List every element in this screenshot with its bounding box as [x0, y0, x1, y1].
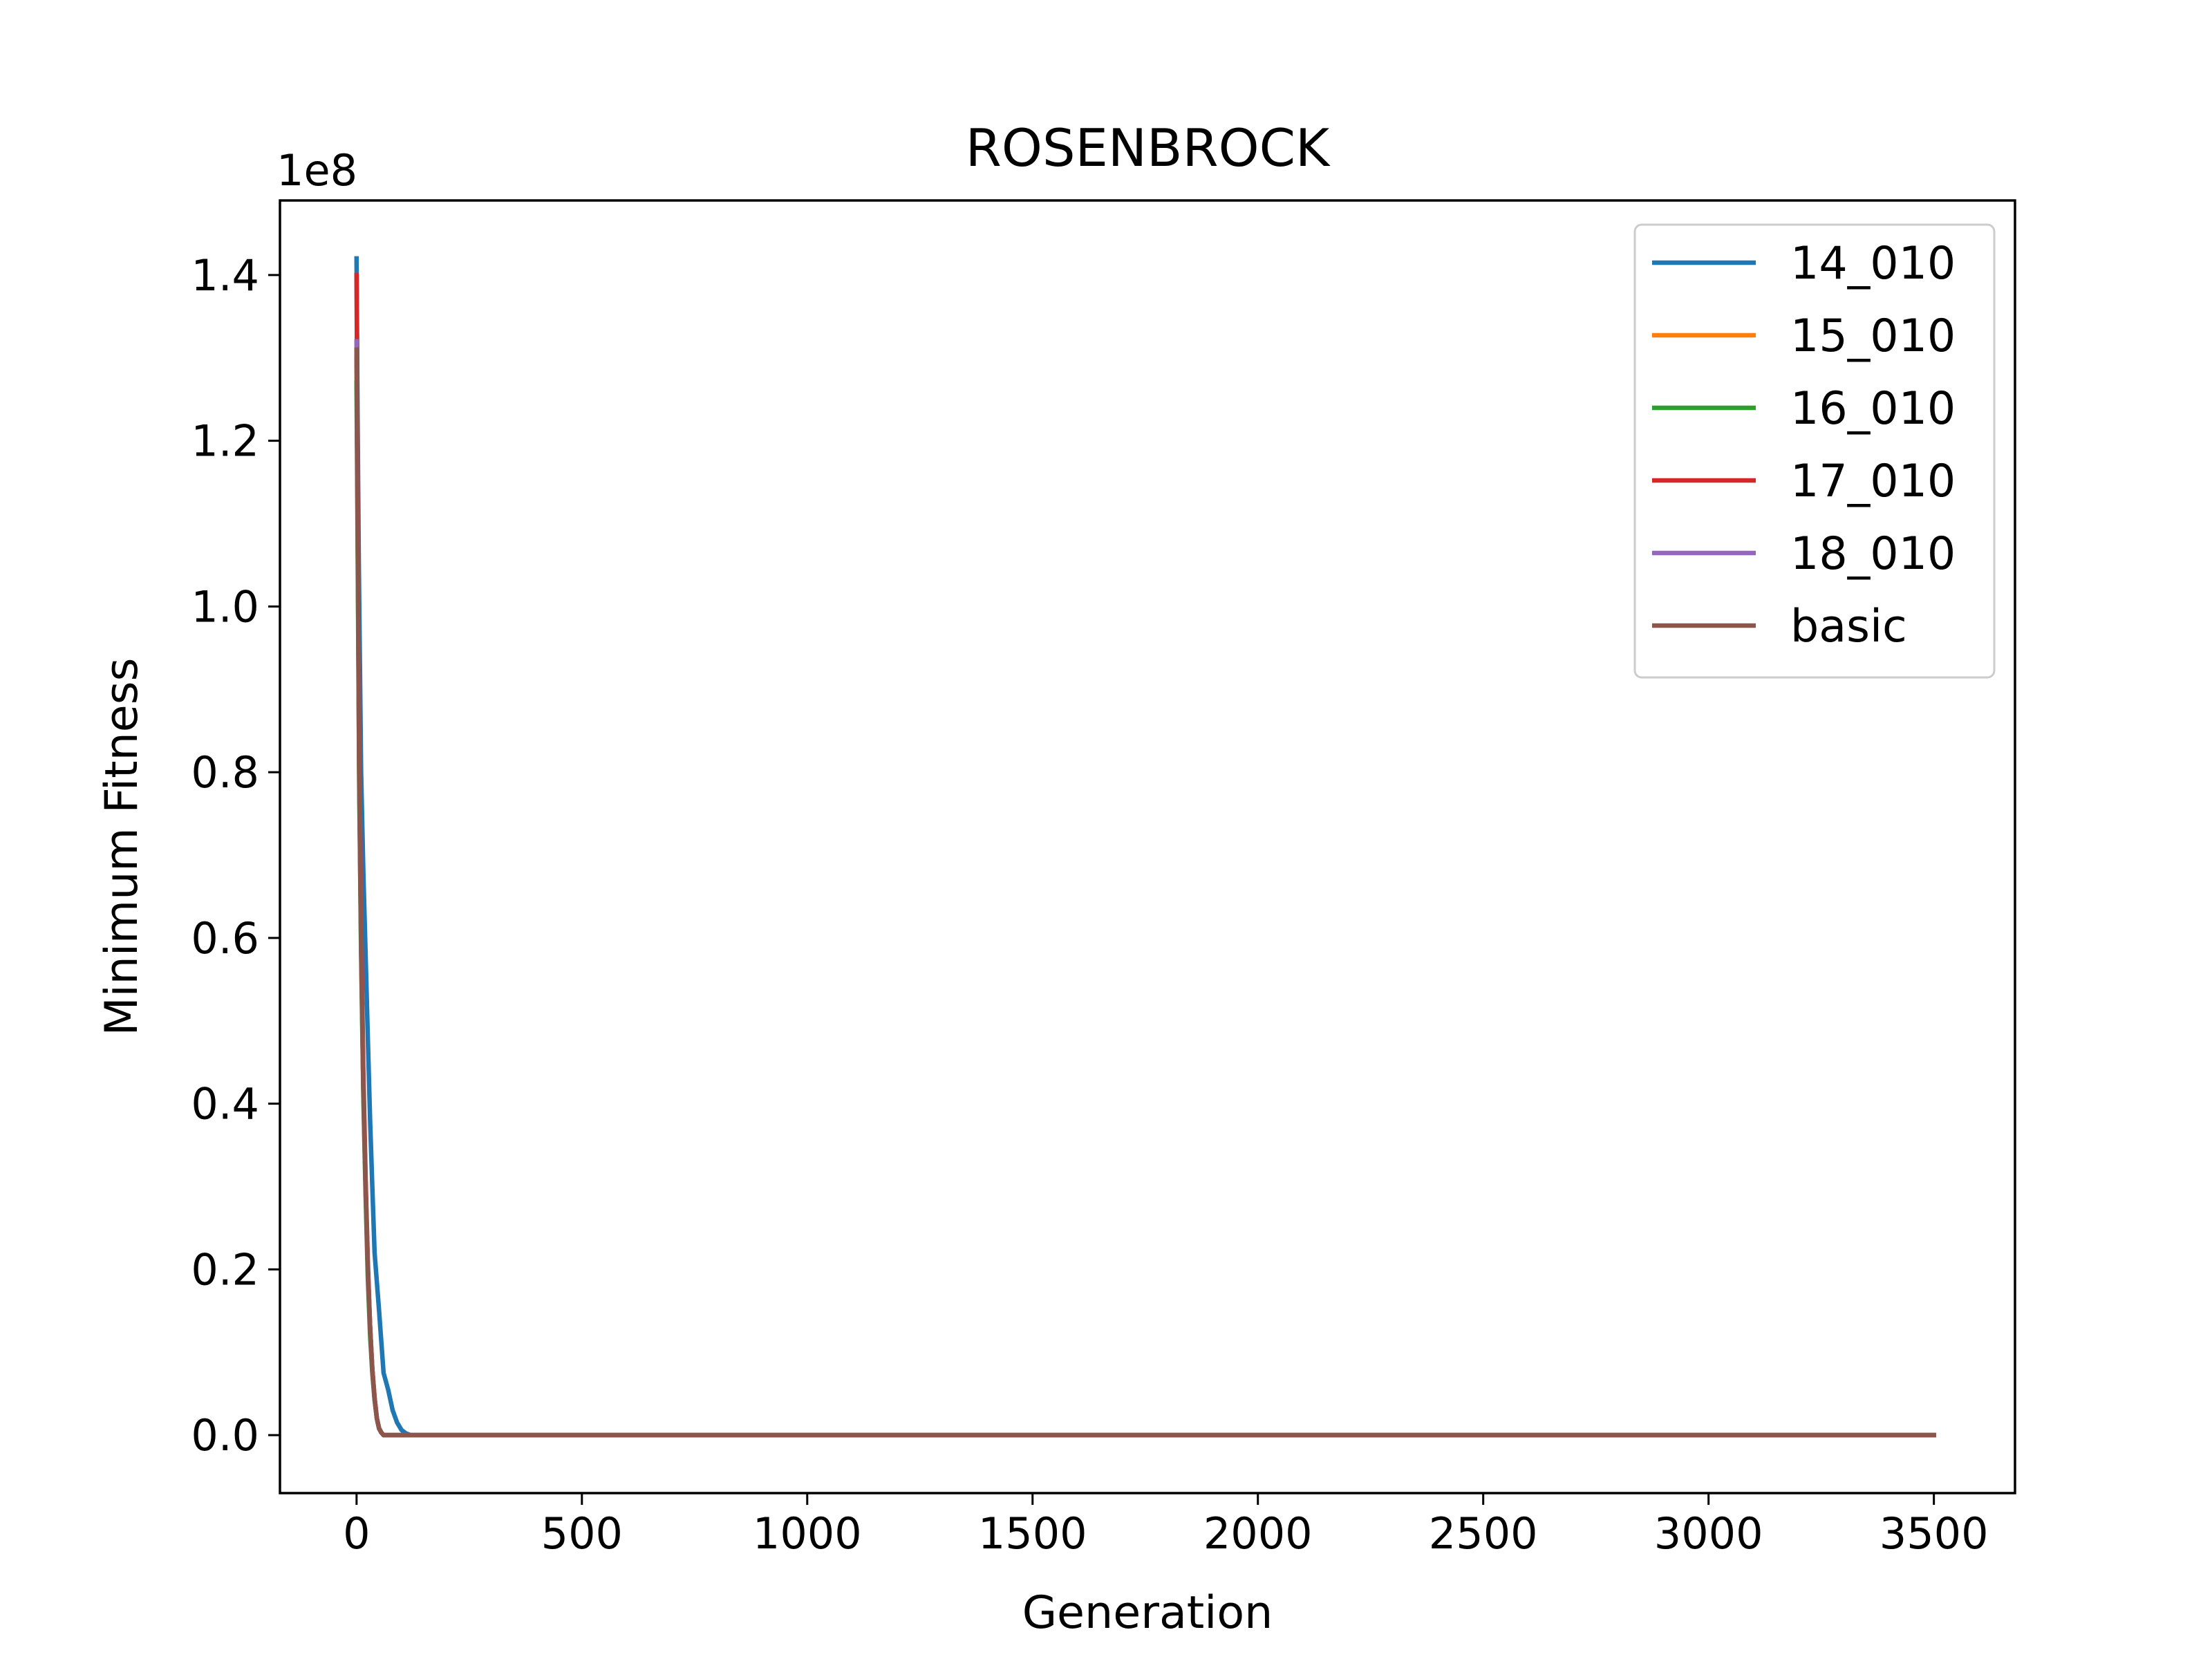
y-tick-label: 0.0 [191, 1410, 259, 1461]
x-tick-label: 1000 [753, 1508, 862, 1559]
legend-label-14_010: 14_010 [1790, 238, 1956, 290]
x-axis-label: Generation [1022, 1587, 1273, 1639]
x-tick-label: 3000 [1654, 1508, 1763, 1559]
y-tick-label: 1.0 [191, 581, 259, 632]
series-line-basic [354, 347, 1936, 1438]
y-tick-label: 0.4 [191, 1079, 259, 1130]
plot-area-frame [279, 199, 2016, 1494]
y-axis-label: Minimum Fitness [96, 657, 148, 1035]
x-tick-label: 2000 [1203, 1508, 1313, 1559]
y-tick-label: 1.2 [191, 416, 259, 467]
chart-title: ROSENBROCK [966, 118, 1331, 178]
x-tick-label: 1500 [978, 1508, 1087, 1559]
y-tick-label: 0.8 [191, 747, 259, 798]
y-axis-ticks: 0.0 0.2 0.4 0.6 0.8 1.0 1.2 1.4 [191, 250, 280, 1461]
y-axis-offset-label: 1e8 [276, 145, 357, 196]
series-lines [354, 256, 1936, 1438]
legend-label-basic: basic [1790, 601, 1907, 653]
y-tick-label: 1.4 [191, 250, 259, 301]
x-tick-label: 0 [343, 1508, 370, 1559]
x-axis-ticks: 0 500 1000 1500 2000 2500 3000 3500 [343, 1493, 1989, 1559]
legend-label-15_010: 15_010 [1790, 310, 1956, 362]
legend-box [1633, 223, 1996, 679]
x-tick-label: 3500 [1880, 1508, 1989, 1559]
legend-label-18_010: 18_010 [1790, 528, 1956, 580]
y-tick-label: 0.2 [191, 1244, 259, 1295]
y-tick-label: 0.6 [191, 913, 259, 964]
legend-label-16_010: 16_010 [1790, 383, 1956, 435]
x-tick-label: 2500 [1429, 1508, 1538, 1559]
legend-label-17_010: 17_010 [1790, 456, 1956, 507]
x-tick-label: 500 [541, 1508, 623, 1559]
